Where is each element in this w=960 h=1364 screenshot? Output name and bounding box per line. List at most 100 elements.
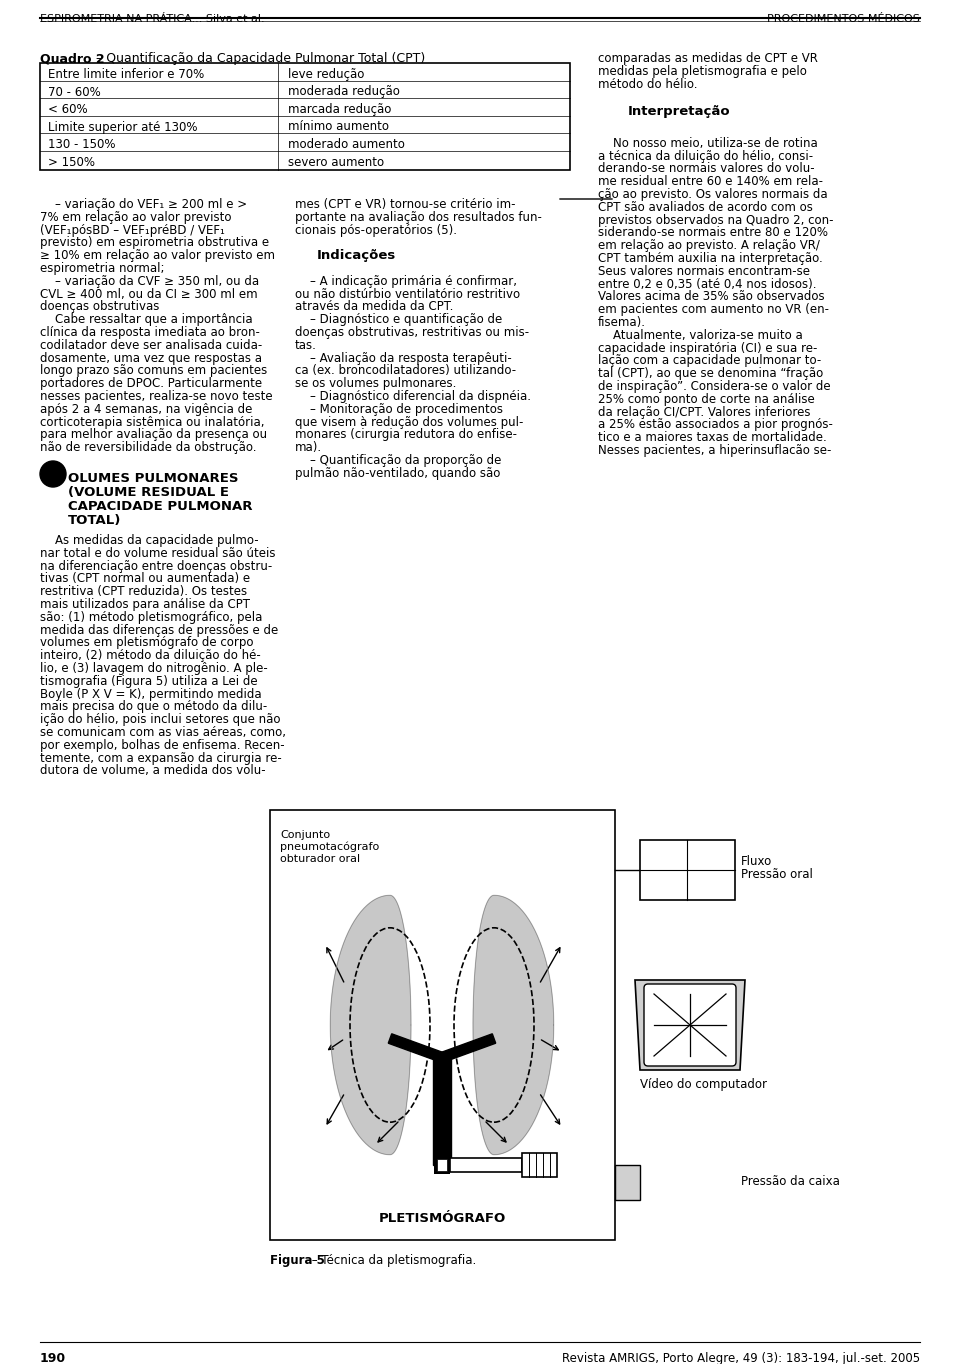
Text: Seus valores normais encontram-se: Seus valores normais encontram-se	[598, 265, 810, 278]
Text: são: (1) método pletismográfico, pela: são: (1) método pletismográfico, pela	[40, 611, 262, 623]
Text: a 25% estão associados a pior prognós-: a 25% estão associados a pior prognós-	[598, 419, 833, 431]
Text: leve redução: leve redução	[288, 68, 365, 80]
Text: CPT são avaliados de acordo com os: CPT são avaliados de acordo com os	[598, 201, 813, 214]
Text: Revista AMRIGS, Porto Alegre, 49 (3): 183-194, jul.-set. 2005: Revista AMRIGS, Porto Alegre, 49 (3): 18…	[562, 1352, 920, 1364]
Polygon shape	[441, 1034, 495, 1063]
Text: Nesses pacientes, a hiperinsuflacão se-: Nesses pacientes, a hiperinsuflacão se-	[598, 445, 831, 457]
Text: nesses pacientes, realiza-se novo teste: nesses pacientes, realiza-se novo teste	[40, 390, 273, 402]
Text: ção ao previsto. Os valores normais da: ção ao previsto. Os valores normais da	[598, 188, 828, 201]
Text: em pacientes com aumento no VR (en-: em pacientes com aumento no VR (en-	[598, 303, 829, 316]
Text: – Diagnóstico e quantificação de: – Diagnóstico e quantificação de	[295, 314, 502, 326]
Text: tas.: tas.	[295, 338, 317, 352]
Text: cionais pós-operatórios (5).: cionais pós-operatórios (5).	[295, 224, 457, 236]
Text: ma).: ma).	[295, 441, 323, 454]
Text: pneumotacógrafo: pneumotacógrafo	[280, 842, 379, 852]
Bar	[615, 1165, 640, 1200]
Text: As medidas da capacidade pulmo-: As medidas da capacidade pulmo-	[40, 533, 258, 547]
Text: Pressão oral: Pressão oral	[741, 868, 813, 881]
Text: PLETISMÓGRAFO: PLETISMÓGRAFO	[378, 1213, 506, 1225]
Text: volumes em pletismógrafo de corpo: volumes em pletismógrafo de corpo	[40, 637, 253, 649]
Text: Fluxo: Fluxo	[741, 855, 772, 868]
Text: Quadro 2: Quadro 2	[40, 52, 105, 65]
Text: Interpretação: Interpretação	[628, 105, 731, 119]
Text: monares (cirurgia redutora do enfise-: monares (cirurgia redutora do enfise-	[295, 428, 517, 442]
Text: entre 0,2 e 0,35 (até 0,4 nos idosos).: entre 0,2 e 0,35 (até 0,4 nos idosos).	[598, 278, 817, 291]
Bar	[450, 1158, 522, 1172]
Text: Limite superior até 130%: Limite superior até 130%	[48, 120, 198, 134]
Text: mes (CPT e VR) tornou-se critério im-: mes (CPT e VR) tornou-se critério im-	[295, 198, 516, 211]
Text: lio, e (3) lavagem do nitrogênio. A ple-: lio, e (3) lavagem do nitrogênio. A ple-	[40, 662, 268, 675]
Text: dosamente, uma vez que respostas a: dosamente, uma vez que respostas a	[40, 352, 262, 364]
Text: TOTAL): TOTAL)	[68, 514, 121, 527]
Text: corticoterapia sistêmica ou inalatória,: corticoterapia sistêmica ou inalatória,	[40, 416, 265, 428]
Text: Vídeo do computador: Vídeo do computador	[640, 1078, 767, 1091]
Text: – variação do VEF₁ ≥ 200 ml e >: – variação do VEF₁ ≥ 200 ml e >	[40, 198, 247, 211]
Text: CVL ≥ 400 ml, ou da CI ≥ 300 ml em: CVL ≥ 400 ml, ou da CI ≥ 300 ml em	[40, 288, 257, 300]
Text: mais utilizados para análise da CPT: mais utilizados para análise da CPT	[40, 597, 250, 611]
Text: temente, com a expansão da cirurgia re-: temente, com a expansão da cirurgia re-	[40, 752, 281, 765]
Text: método do hélio.: método do hélio.	[598, 78, 698, 90]
Text: – variação da CVF ≥ 350 ml, ou da: – variação da CVF ≥ 350 ml, ou da	[40, 274, 259, 288]
Text: para melhor avaliação da presença ou: para melhor avaliação da presença ou	[40, 428, 267, 442]
Text: previstos observados na Quadro 2, con-: previstos observados na Quadro 2, con-	[598, 214, 833, 226]
Text: doenças obstrutivas: doenças obstrutivas	[40, 300, 159, 314]
Text: portante na avaliação dos resultados fun-: portante na avaliação dos resultados fun…	[295, 211, 541, 224]
Text: – Diagnóstico diferencial da dispnéia.: – Diagnóstico diferencial da dispnéia.	[295, 390, 531, 402]
Text: clínica da resposta imediata ao bron-: clínica da resposta imediata ao bron-	[40, 326, 260, 340]
Text: restritiva (CPT reduzida). Os testes: restritiva (CPT reduzida). Os testes	[40, 585, 247, 599]
Text: siderando-se normais entre 80 e 120%: siderando-se normais entre 80 e 120%	[598, 226, 828, 240]
Text: capacidade inspiratória (CI) e sua re-: capacidade inspiratória (CI) e sua re-	[598, 341, 817, 355]
Text: Indicações: Indicações	[317, 250, 396, 262]
Text: < 60%: < 60%	[48, 104, 87, 116]
Bar	[434, 1157, 450, 1174]
Text: comparadas as medidas de CPT e VR: comparadas as medidas de CPT e VR	[598, 52, 818, 65]
Text: 190: 190	[40, 1352, 66, 1364]
Text: da relação CI/CPT. Valores inferiores: da relação CI/CPT. Valores inferiores	[598, 405, 810, 419]
Text: se os volumes pulmonares.: se os volumes pulmonares.	[295, 378, 456, 390]
Text: tismografia (Figura 5) utiliza a Lei de: tismografia (Figura 5) utiliza a Lei de	[40, 675, 257, 687]
Polygon shape	[635, 979, 745, 1069]
Text: Figura 5: Figura 5	[270, 1254, 324, 1267]
Text: severo aumento: severo aumento	[288, 155, 384, 169]
Text: na diferenciação entre doenças obstru-: na diferenciação entre doenças obstru-	[40, 559, 273, 573]
Text: após 2 a 4 semanas, na vigência de: após 2 a 4 semanas, na vigência de	[40, 402, 252, 416]
Text: doenças obstrutivas, restritivas ou mis-: doenças obstrutivas, restritivas ou mis-	[295, 326, 529, 340]
Text: através da medida da CPT.: através da medida da CPT.	[295, 300, 453, 314]
Text: moderado aumento: moderado aumento	[288, 138, 405, 151]
Polygon shape	[473, 895, 554, 1154]
Text: lação com a capacidade pulmonar to-: lação com a capacidade pulmonar to-	[598, 355, 821, 367]
Text: portadores de DPOC. Particularmente: portadores de DPOC. Particularmente	[40, 378, 262, 390]
Bar	[433, 1057, 451, 1165]
Text: derando-se normais valores do volu-: derando-se normais valores do volu-	[598, 162, 815, 176]
Text: ou não distúrbio ventilatório restritivo: ou não distúrbio ventilatório restritivo	[295, 288, 520, 300]
Text: moderada redução: moderada redução	[288, 86, 400, 98]
Text: obturador oral: obturador oral	[280, 854, 360, 863]
Text: medidas pela pletismografia e pelo: medidas pela pletismografia e pelo	[598, 65, 806, 78]
Text: CPT também auxilia na interpretação.: CPT também auxilia na interpretação.	[598, 252, 823, 265]
Text: (VEF₁pósBD – VEF₁préBD / VEF₁: (VEF₁pósBD – VEF₁préBD / VEF₁	[40, 224, 225, 236]
Text: me residual entre 60 e 140% em rela-: me residual entre 60 e 140% em rela-	[598, 175, 823, 188]
Text: tivas (CPT normal ou aumentada) e: tivas (CPT normal ou aumentada) e	[40, 573, 251, 585]
Text: por exemplo, bolhas de enfisema. Recen-: por exemplo, bolhas de enfisema. Recen-	[40, 739, 284, 752]
Text: – Técnica da pletismografia.: – Técnica da pletismografia.	[308, 1254, 476, 1267]
Text: tico e a maiores taxas de mortalidade.: tico e a maiores taxas de mortalidade.	[598, 431, 827, 445]
Bar	[522, 1153, 557, 1177]
Text: codilatador deve ser analisada cuida-: codilatador deve ser analisada cuida-	[40, 338, 262, 352]
Text: > 150%: > 150%	[48, 155, 95, 169]
Text: que visem à redução dos volumes pul-: que visem à redução dos volumes pul-	[295, 416, 523, 428]
FancyBboxPatch shape	[644, 983, 736, 1067]
Text: 25% como ponto de corte na análise: 25% como ponto de corte na análise	[598, 393, 815, 406]
Text: – Quantificação da proporção de: – Quantificação da proporção de	[295, 454, 501, 466]
Text: de inspiração”. Considera-se o valor de: de inspiração”. Considera-se o valor de	[598, 381, 830, 393]
Text: não de reversibilidade da obstrução.: não de reversibilidade da obstrução.	[40, 441, 256, 454]
Text: pulmão não-ventilado, quando são: pulmão não-ventilado, quando são	[295, 466, 500, 480]
Text: OLUMES PULMONARES: OLUMES PULMONARES	[68, 472, 238, 486]
Text: mínimo aumento: mínimo aumento	[288, 120, 389, 134]
Text: Valores acima de 35% são observados: Valores acima de 35% são observados	[598, 291, 825, 303]
Text: Conjunto: Conjunto	[280, 831, 330, 840]
Polygon shape	[388, 1034, 444, 1063]
Text: Pressão da caixa: Pressão da caixa	[741, 1174, 840, 1188]
Text: 7% em relação ao valor previsto: 7% em relação ao valor previsto	[40, 211, 231, 224]
Text: inteiro, (2) método da diluição do hé-: inteiro, (2) método da diluição do hé-	[40, 649, 261, 662]
Text: 70 - 60%: 70 - 60%	[48, 86, 101, 98]
